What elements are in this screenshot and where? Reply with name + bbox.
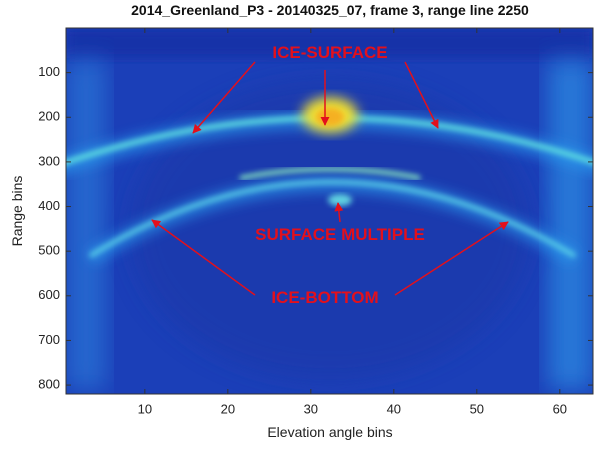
annotation: ICE-SURFACE	[272, 43, 387, 62]
plot-frame	[65, 27, 594, 395]
x-tick-label: 60	[553, 401, 567, 416]
x-axis-label: Elevation angle bins	[267, 424, 392, 440]
x-tick-label: 50	[470, 401, 484, 416]
y-axis-label: Range bins	[9, 176, 25, 247]
heatmap-image	[66, 28, 593, 394]
y-tick-label: 600	[38, 287, 60, 302]
chart-title: 2014_Greenland_P3 - 20140325_07, frame 3…	[131, 2, 529, 18]
y-tick-label: 400	[38, 198, 60, 213]
annotation-arrows	[151, 61, 509, 296]
annotation: ICE-BOTTOM	[271, 288, 378, 307]
y-tick-label: 200	[38, 109, 60, 124]
x-tick-label: 30	[304, 401, 318, 416]
y-tick-label: 700	[38, 332, 60, 347]
y-tick-label: 800	[38, 377, 60, 392]
y-tick-label: 300	[38, 153, 60, 168]
y-tick-label: 100	[38, 64, 60, 79]
x-tick-label: 20	[221, 401, 235, 416]
x-tick-label: 40	[387, 401, 401, 416]
annotation: SURFACE MULTIPLE	[255, 225, 425, 244]
y-tick-label: 500	[38, 243, 60, 258]
x-tick-label: 10	[138, 401, 152, 416]
